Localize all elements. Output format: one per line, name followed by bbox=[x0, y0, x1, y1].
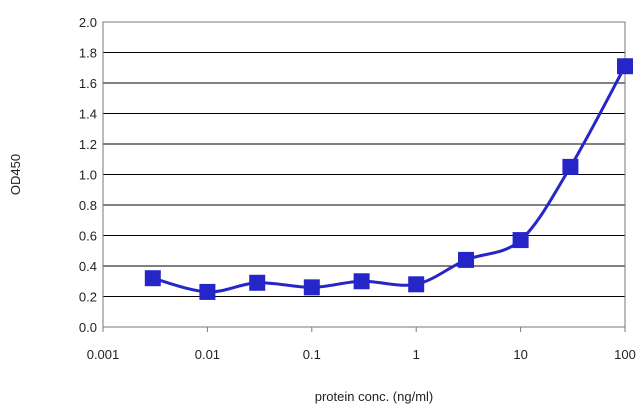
data-point-marker bbox=[199, 283, 216, 300]
y-tick-label: 0.6 bbox=[79, 229, 97, 244]
y-tick-label: 0.4 bbox=[79, 259, 97, 274]
data-point-marker bbox=[144, 270, 161, 287]
data-point-marker bbox=[617, 58, 633, 75]
y-tick-label: 1.6 bbox=[79, 76, 97, 91]
data-point-marker bbox=[408, 276, 425, 293]
x-tick-label: 10 bbox=[513, 347, 527, 362]
x-tick-label: 1 bbox=[413, 347, 420, 362]
x-axis-title: protein conc. (ng/ml) bbox=[315, 389, 434, 404]
y-tick-label: 1.4 bbox=[79, 107, 97, 122]
y-tick-labels: 0.0 0.2 0.4 0.6 0.8 1.0 1.2 1.4 1.6 1.8 2.0 bbox=[79, 15, 97, 335]
plot-frame bbox=[102, 21, 626, 328]
x-tick-label: 0.1 bbox=[303, 347, 321, 362]
y-tick-label: 0.8 bbox=[79, 198, 97, 213]
data-point-marker bbox=[353, 273, 370, 290]
data-point-marker bbox=[249, 274, 266, 291]
series-line bbox=[151, 64, 627, 294]
data-point-marker bbox=[512, 232, 529, 249]
y-tick-label: 1.0 bbox=[79, 168, 97, 183]
y-tick-label: 0.2 bbox=[79, 290, 97, 305]
data-point-marker bbox=[303, 279, 320, 296]
y-tick-label: 0.0 bbox=[79, 320, 97, 335]
x-tick-label: 0.01 bbox=[195, 347, 220, 362]
data-point-marker bbox=[458, 251, 475, 268]
x-tick-labels: 0.001 0.01 0.1 1 10 100 bbox=[87, 327, 636, 362]
y-tick-label: 1.8 bbox=[79, 46, 97, 61]
y-axis-title: OD450 bbox=[8, 154, 23, 195]
y-tick-label: 1.2 bbox=[79, 137, 97, 152]
x-tick-label: 100 bbox=[614, 347, 636, 362]
y-tick-label: 2.0 bbox=[79, 15, 97, 30]
data-point-marker bbox=[562, 158, 579, 175]
series-layer bbox=[144, 58, 633, 300]
x-tick-label: 0.001 bbox=[87, 347, 120, 362]
